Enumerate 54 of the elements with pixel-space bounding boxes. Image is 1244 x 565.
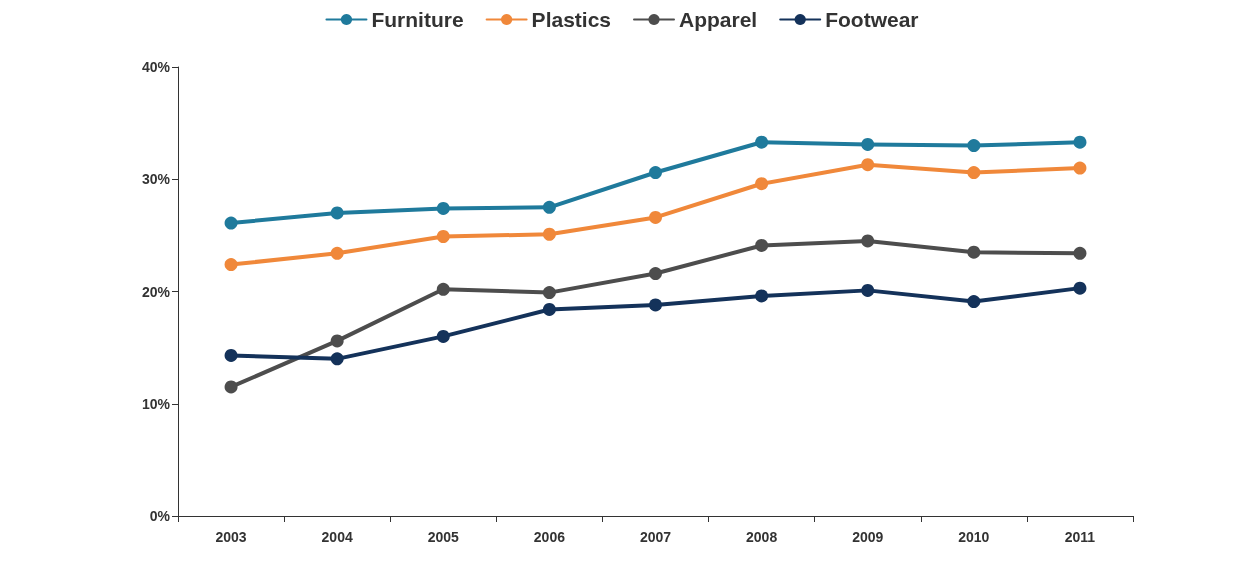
point — [1073, 135, 1087, 149]
point — [330, 334, 344, 348]
point — [542, 286, 556, 300]
point — [967, 139, 981, 153]
point — [330, 206, 344, 220]
legend-label: Furniture — [371, 8, 464, 31]
point — [436, 230, 450, 243]
point — [755, 289, 769, 303]
x-tick-label: 2007 — [639, 529, 672, 545]
point — [542, 200, 556, 214]
x-tick-label: 2006 — [533, 529, 566, 545]
point — [755, 135, 769, 149]
x-tick-label: 2009 — [852, 529, 884, 545]
y-tick-label: 40% — [141, 59, 171, 75]
point — [224, 216, 238, 230]
point — [330, 352, 344, 366]
point — [330, 246, 344, 260]
point — [861, 283, 875, 297]
legend-label: Plastics — [531, 8, 612, 31]
legend-label: Footwear — [825, 8, 919, 31]
x-tick-label: 2011 — [1064, 529, 1096, 545]
x-tick-label: 2008 — [746, 529, 778, 545]
point — [967, 245, 981, 259]
point — [1073, 161, 1087, 175]
legend-label: Apparel — [679, 8, 758, 31]
x-tick-label: 2003 — [215, 529, 247, 545]
point — [1073, 281, 1087, 295]
point — [649, 298, 662, 312]
point — [542, 302, 556, 316]
point — [436, 329, 450, 343]
x-tick-label: 2004 — [321, 529, 353, 545]
point — [967, 295, 981, 309]
y-tick-label: 30% — [141, 171, 171, 188]
point — [649, 267, 662, 281]
point — [967, 166, 981, 180]
point — [1073, 246, 1087, 260]
point — [755, 177, 769, 191]
y-tick-label: 0% — [149, 508, 171, 524]
y-tick-label: 10% — [141, 395, 171, 412]
point — [224, 258, 238, 272]
point — [224, 348, 238, 362]
y-tick-label: 20% — [141, 283, 171, 300]
x-tick-label: 2010 — [958, 529, 990, 545]
point — [861, 158, 875, 172]
point — [436, 282, 450, 296]
point — [861, 234, 875, 248]
x-tick-label: 2005 — [427, 529, 460, 545]
point — [649, 210, 662, 224]
point — [649, 166, 662, 180]
point — [224, 380, 238, 394]
point — [542, 227, 556, 241]
point — [436, 201, 450, 215]
point — [755, 238, 769, 252]
point — [861, 137, 875, 151]
